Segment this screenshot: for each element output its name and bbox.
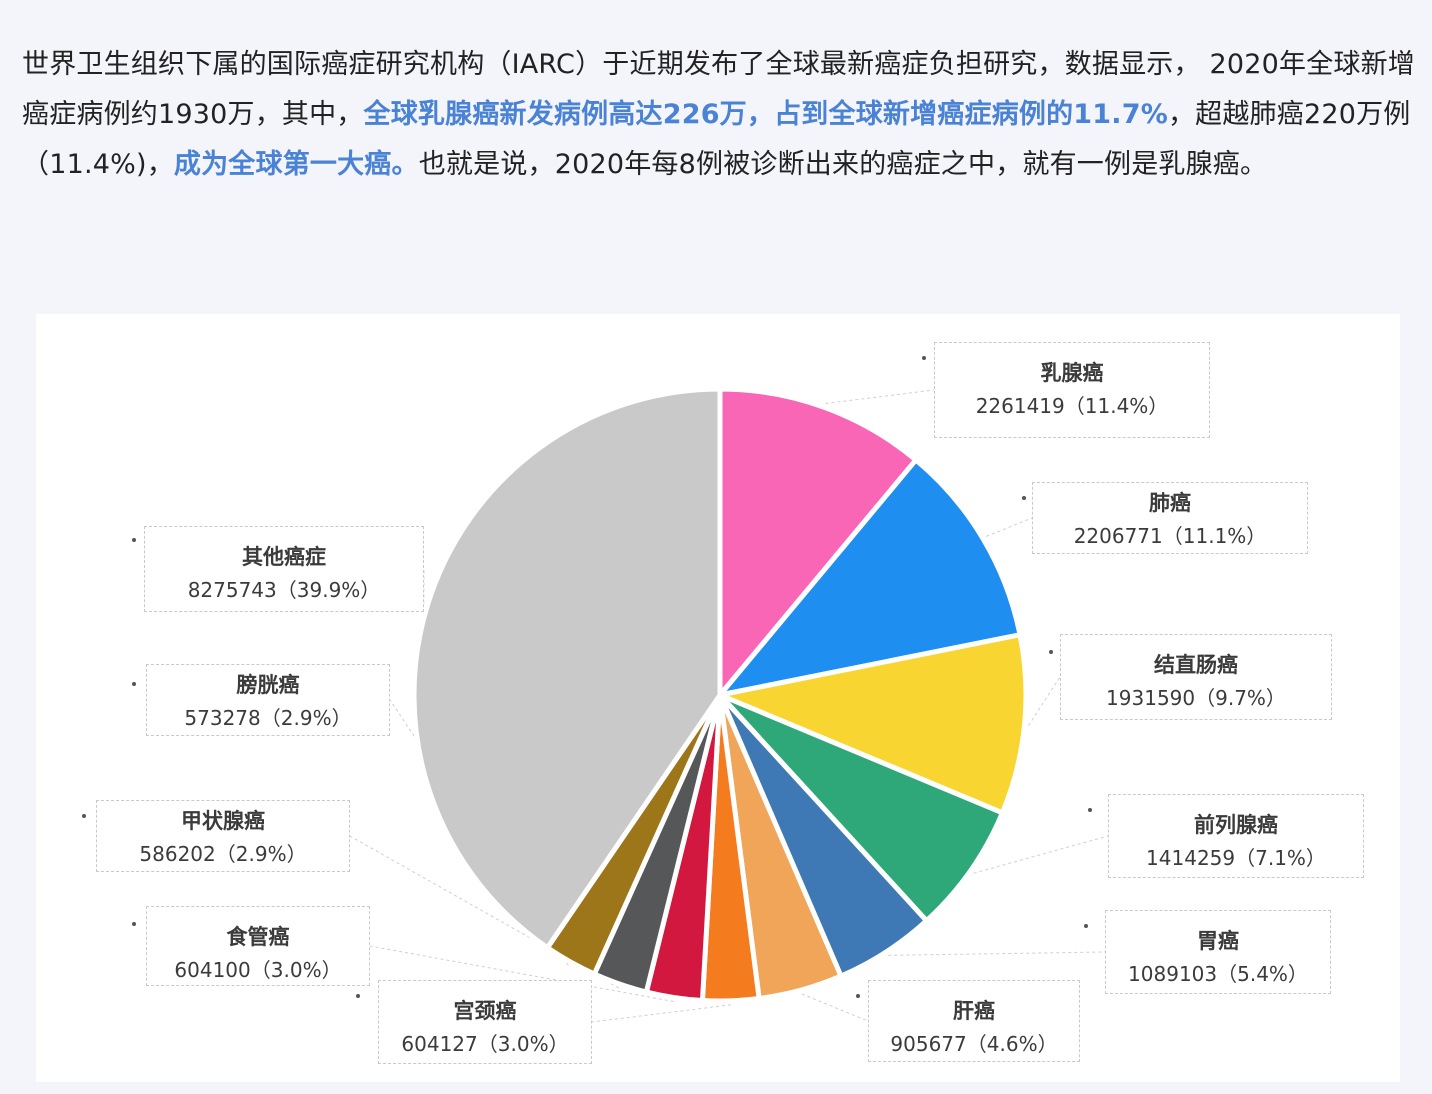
leader-line-5 (801, 993, 869, 1022)
callout-number: 604127 (401, 1032, 478, 1056)
callout-number: 2206771 (1073, 524, 1163, 548)
callout-name: 膀胱癌 (236, 673, 300, 697)
pie-slice-1 (717, 457, 1023, 698)
callout-value: 905677（4.6%） (869, 1027, 1079, 1061)
callout-value: 2261419（11.4%） (935, 389, 1209, 423)
callout-percent: （3.0%） (477, 1032, 569, 1056)
callout-percent: （39.9%） (276, 578, 381, 602)
callout-value: 1414259（7.1%） (1109, 841, 1363, 875)
callout-value: 586202（2.9%） (97, 837, 349, 871)
callout-label-4: 胃癌 1089103（5.4%） (1105, 910, 1331, 994)
callout-label-10: 其他癌症 8275743（39.9%） (144, 526, 424, 612)
callout-name: 胃癌 (1197, 929, 1239, 953)
callout-marker-dot (132, 682, 136, 686)
pie-slices (411, 386, 1029, 1004)
callout-number: 1414259 (1146, 846, 1236, 870)
callout-value: 1089103（5.4%） (1106, 957, 1330, 991)
callout-label-1: 肺癌 2206771（11.1%） (1032, 482, 1308, 554)
callout-label-2: 结直肠癌 1931590（9.7%） (1060, 634, 1332, 720)
callout-percent: （2.9%） (260, 706, 352, 730)
callout-name: 食管癌 (226, 925, 290, 949)
article-text-2: ，超越肺癌220万例（11.4%)， (22, 99, 1411, 180)
pie-chart (349, 386, 1109, 1023)
callout-name: 结直肠癌 (1154, 653, 1238, 677)
callout-percent: （3.0%） (250, 958, 342, 982)
callout-label-7: 食管癌 604100（3.0%） (146, 906, 370, 986)
callout-value: 8275743（39.9%） (145, 573, 423, 607)
callout-value: 1931590（9.7%） (1061, 681, 1331, 715)
pie-chart-panel: 乳腺癌 2261419（11.4%） 肺癌 2206771（11.1%） 结直肠癌 193… (36, 314, 1400, 1082)
callout-marker-dot (856, 994, 860, 998)
callout-number: 1931590 (1106, 686, 1196, 710)
callout-name: 肝癌 (953, 999, 995, 1023)
callout-marker-dot (922, 356, 926, 360)
callout-marker-dot (356, 994, 360, 998)
callout-name: 其他癌症 (242, 545, 326, 569)
callout-percent: （9.7%） (1195, 686, 1286, 710)
pie-slice-0 (717, 386, 919, 698)
callout-marker-dot (82, 814, 86, 818)
article-text-1: 世界卫生组织下属的国际癌症研究机构（IARC）于近期发布了全球最新癌症负担研究，… (22, 49, 1415, 130)
leader-line-4 (888, 951, 1106, 956)
callout-name: 肺癌 (1149, 491, 1191, 515)
callout-percent: （4.6%） (966, 1032, 1058, 1056)
callout-percent: （2.9%） (215, 842, 307, 866)
callout-marker-dot (132, 538, 136, 542)
callout-number: 586202 (139, 842, 216, 866)
callout-marker-dot (1049, 650, 1053, 654)
article-highlight-1: 全球乳腺癌新发病例高达226万，占到全球新增癌症病例的11.7% (363, 99, 1168, 130)
leader-line-1 (986, 517, 1033, 537)
callout-name: 乳腺癌 (1040, 361, 1104, 385)
callout-marker-dot (1088, 808, 1092, 812)
callout-label-3: 前列腺癌 1414259（7.1%） (1108, 794, 1364, 878)
callout-name: 前列腺癌 (1194, 813, 1278, 837)
callout-label-6: 宫颈癌 604127（3.0%） (378, 980, 592, 1064)
callout-number: 905677 (890, 1032, 967, 1056)
article-paragraph: 世界卫生组织下属的国际癌症研究机构（IARC）于近期发布了全球最新癌症负担研究，… (22, 40, 1417, 190)
callout-value: 604127（3.0%） (379, 1027, 591, 1061)
callout-number: 2261419 (975, 394, 1065, 418)
leader-line-0 (825, 389, 935, 405)
callout-percent: （11.4%） (1064, 394, 1169, 418)
callout-marker-dot (132, 922, 136, 926)
callout-number: 604100 (174, 958, 251, 982)
callout-value: 604100（3.0%） (147, 953, 369, 987)
leader-line-2 (1028, 676, 1061, 726)
callout-percent: （7.1%） (1235, 846, 1326, 870)
callout-number: 1089103 (1128, 962, 1218, 986)
callout-label-9: 膀胱癌 573278（2.9%） (146, 664, 390, 736)
callout-number: 8275743 (187, 578, 277, 602)
callout-label-5: 肝癌 905677（4.6%） (868, 980, 1080, 1062)
article-text-3: 也就是说，2020年每8例被诊断出来的癌症之中，就有一例是乳腺癌。 (418, 149, 1268, 180)
callout-number: 573278 (184, 706, 261, 730)
callout-name: 宫颈癌 (453, 999, 517, 1023)
callout-percent: （5.4%） (1217, 962, 1308, 986)
callout-label-8: 甲状腺癌 586202（2.9%） (96, 800, 350, 872)
pie-slice-3 (717, 692, 1005, 924)
pie-slice-2 (717, 632, 1029, 816)
pie-slice-10 (411, 386, 723, 951)
article-highlight-2: 成为全球第一大癌。 (173, 149, 419, 180)
callout-marker-dot (1084, 924, 1088, 928)
leader-line-3 (973, 835, 1109, 874)
callout-percent: （11.1%） (1162, 524, 1267, 548)
callout-value: 2206771（11.1%） (1033, 519, 1307, 553)
callout-marker-dot (1022, 496, 1026, 500)
callout-label-0: 乳腺癌 2261419（11.4%） (934, 342, 1210, 438)
callout-name: 甲状腺癌 (181, 809, 265, 833)
callout-value: 573278（2.9%） (147, 701, 389, 735)
leader-line-6 (591, 1004, 732, 1023)
